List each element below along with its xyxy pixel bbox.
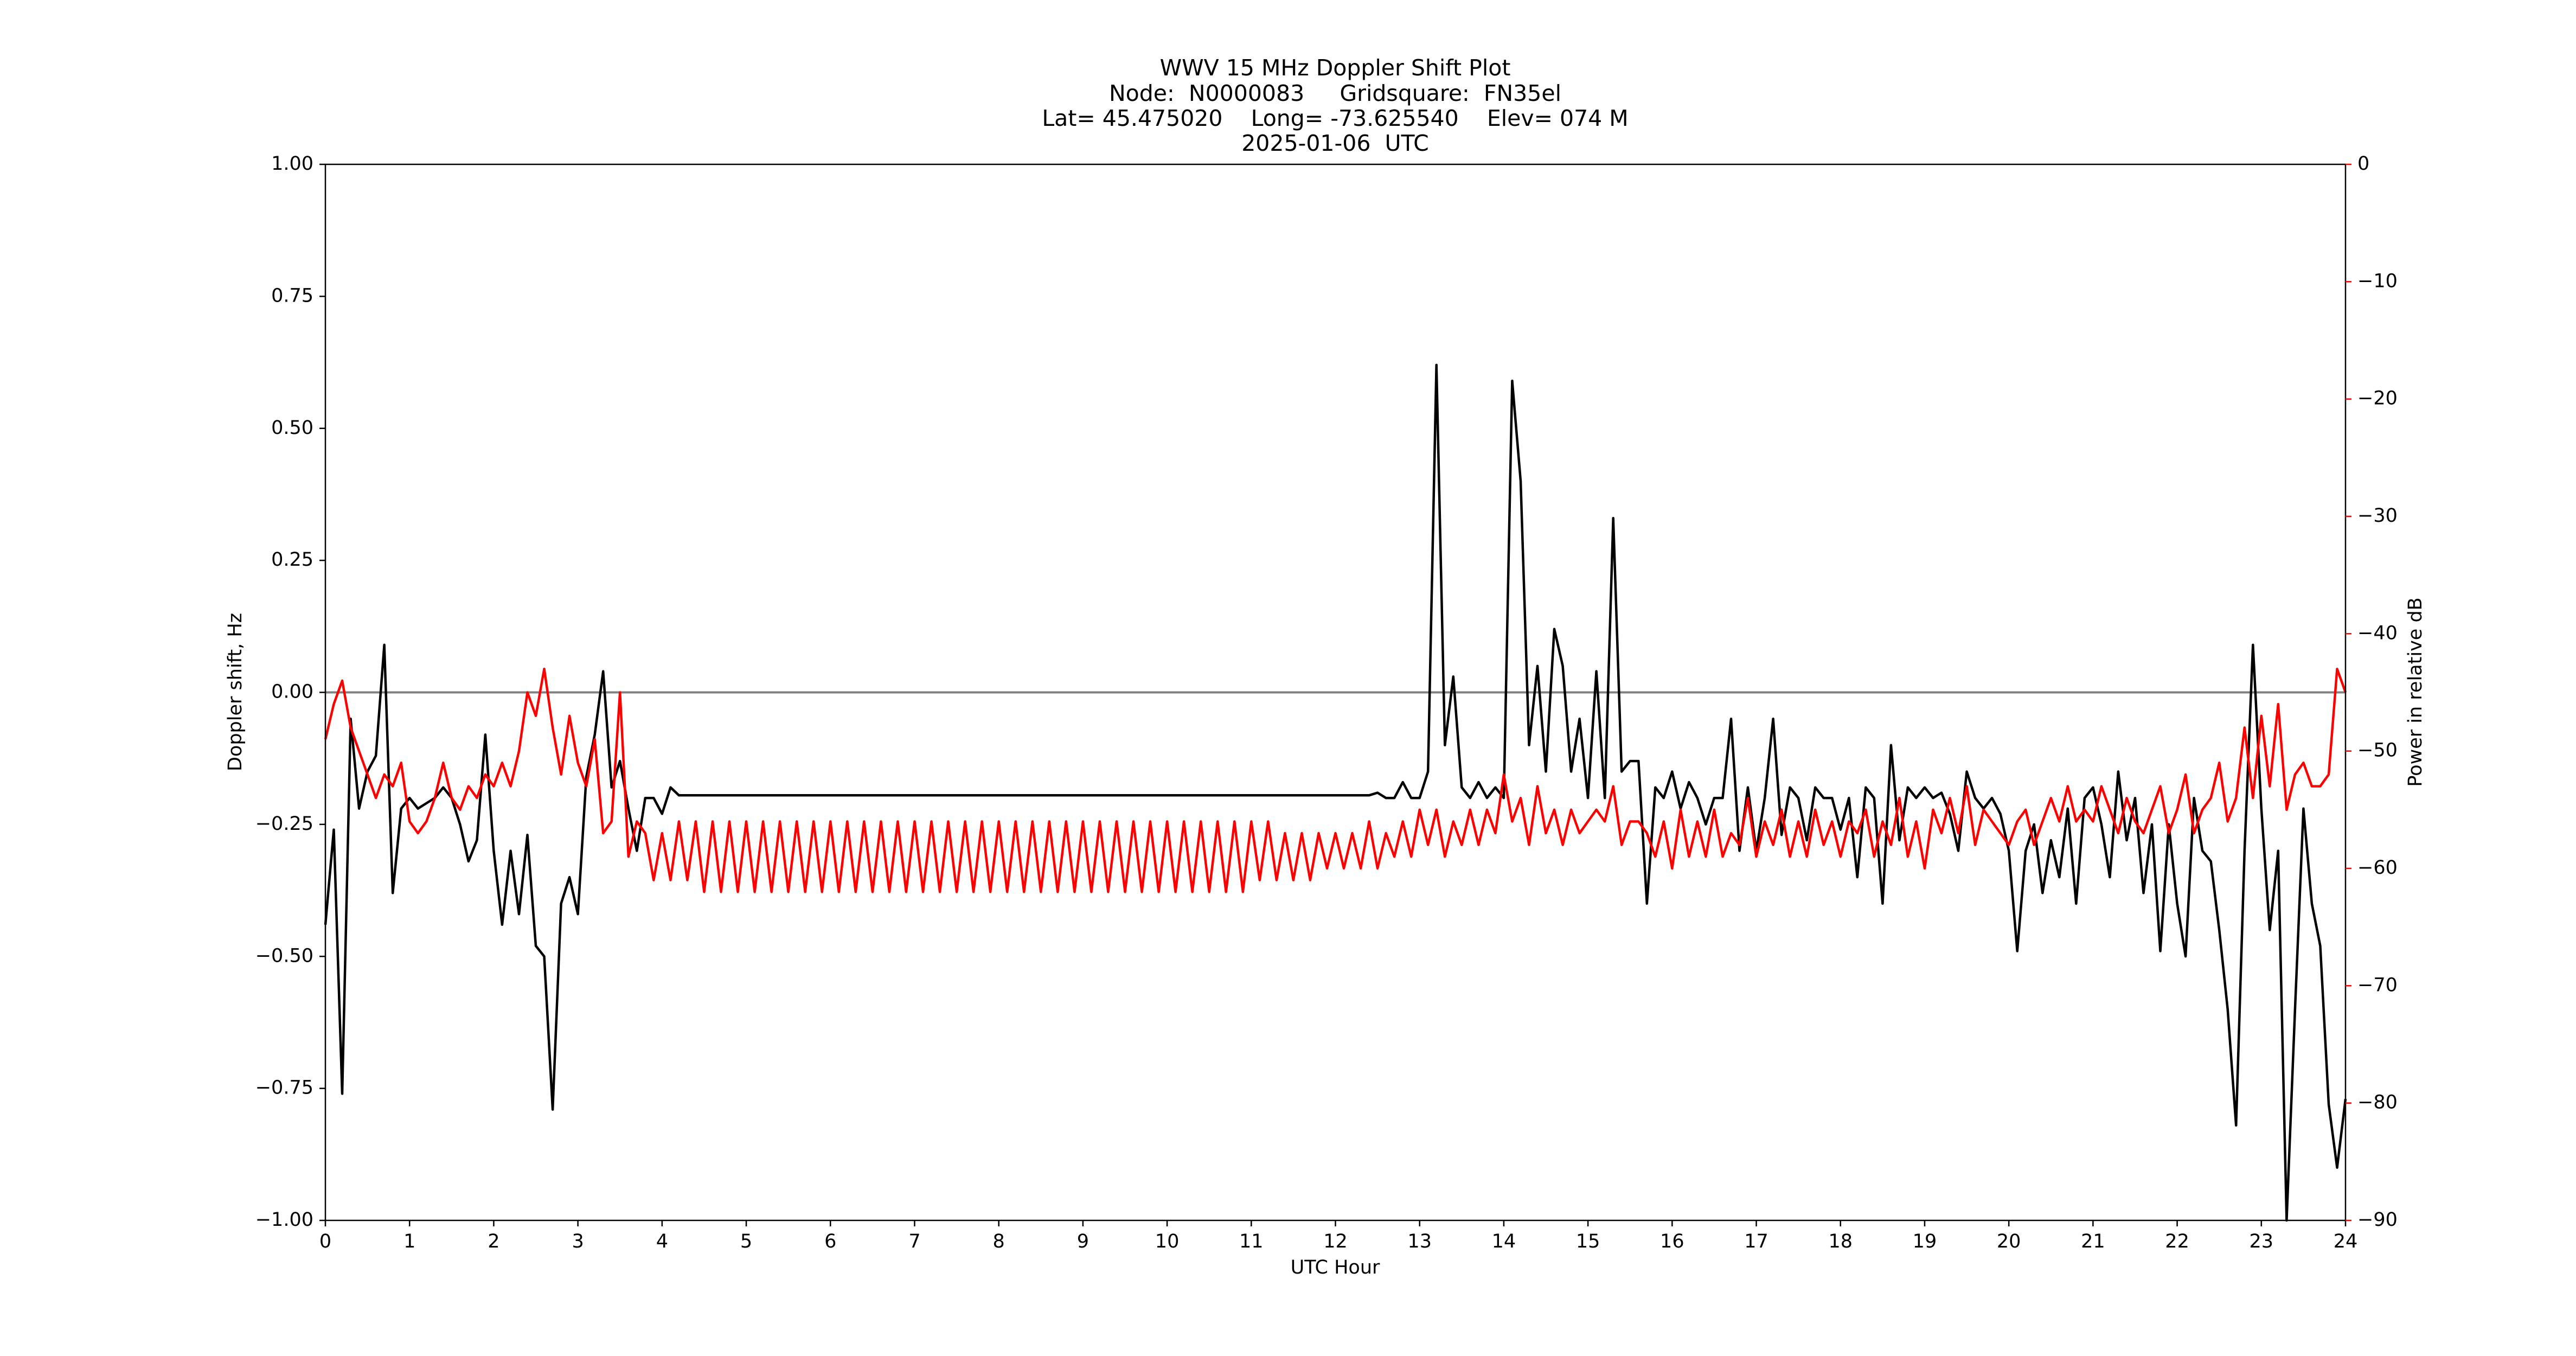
x-tick-label: 4: [656, 1231, 668, 1252]
y2-tick-label: −10: [2357, 270, 2398, 292]
x-tick-label: 22: [2165, 1231, 2189, 1252]
x-axis-label: UTC Hour: [1291, 1257, 1380, 1278]
x-tick-label: 23: [2250, 1231, 2274, 1252]
y-tick-label: 0.00: [271, 681, 313, 703]
y-tick-label: 0.25: [271, 549, 313, 571]
x-tick-label: 20: [1997, 1231, 2021, 1252]
x-tick-label: 8: [993, 1231, 1005, 1252]
x-tick-label: 2: [488, 1231, 499, 1252]
y2-tick-label: 0: [2357, 153, 2369, 175]
x-tick-label: 5: [740, 1231, 752, 1252]
x-tick-label: 12: [1323, 1231, 1348, 1252]
y-tick-label: 0.50: [271, 417, 313, 439]
x-tick-label: 6: [824, 1231, 836, 1252]
y2-tick-label: −30: [2357, 505, 2398, 527]
y-tick-label: 0.75: [271, 285, 313, 306]
x-tick-label: 17: [1744, 1231, 1768, 1252]
y-tick-label: 1.00: [271, 153, 313, 175]
y2-tick-label: −90: [2357, 1209, 2398, 1231]
x-tick-label: 11: [1239, 1231, 1264, 1252]
y-tick-label: −0.50: [255, 945, 313, 967]
x-tick-label: 13: [1407, 1231, 1432, 1252]
chart-title: 2025-01-06 UTC: [1241, 130, 1429, 156]
data-line: [324, 667, 2347, 893]
y2-tick-label: −50: [2357, 740, 2398, 762]
x-tick-label: 14: [1492, 1231, 1516, 1252]
y2-tick-label: −70: [2357, 974, 2398, 996]
x-tick-label: 18: [1828, 1231, 1853, 1252]
y-tick-label: −0.75: [255, 1077, 313, 1099]
y-axis-label: Doppler shift, Hz: [225, 613, 246, 771]
x-tick-label: 15: [1576, 1231, 1600, 1252]
x-tick-label: 24: [2334, 1231, 2358, 1252]
y2-tick-label: −20: [2357, 388, 2398, 410]
chart-title: Lat= 45.475020 Long= -73.625540 Elev= 07…: [1042, 105, 1628, 131]
x-tick-label: 10: [1155, 1231, 1180, 1252]
x-tick-label: 21: [2081, 1231, 2105, 1252]
chart-title: WWV 15 MHz Doppler Shift Plot: [1160, 55, 1511, 81]
x-tick-label: 19: [1913, 1231, 1937, 1252]
y2-tick-label: −40: [2357, 622, 2398, 644]
y-tick-label: −0.25: [255, 813, 313, 835]
x-tick-label: 16: [1660, 1231, 1684, 1252]
y-tick-label: −1.00: [255, 1209, 313, 1231]
x-tick-label: 0: [319, 1231, 331, 1252]
y2-tick-label: −60: [2357, 857, 2398, 879]
x-tick-label: 1: [403, 1231, 415, 1252]
data-line: [324, 363, 2347, 1222]
y2-axis-label: Power in relative dB: [2405, 597, 2426, 786]
chart-title: Node: N0000083 Gridsquare: FN35el: [1109, 80, 1561, 106]
x-tick-label: 3: [572, 1231, 584, 1252]
x-tick-label: 7: [908, 1231, 920, 1252]
y2-tick-label: −80: [2357, 1092, 2398, 1114]
x-tick-label: 9: [1077, 1231, 1089, 1252]
